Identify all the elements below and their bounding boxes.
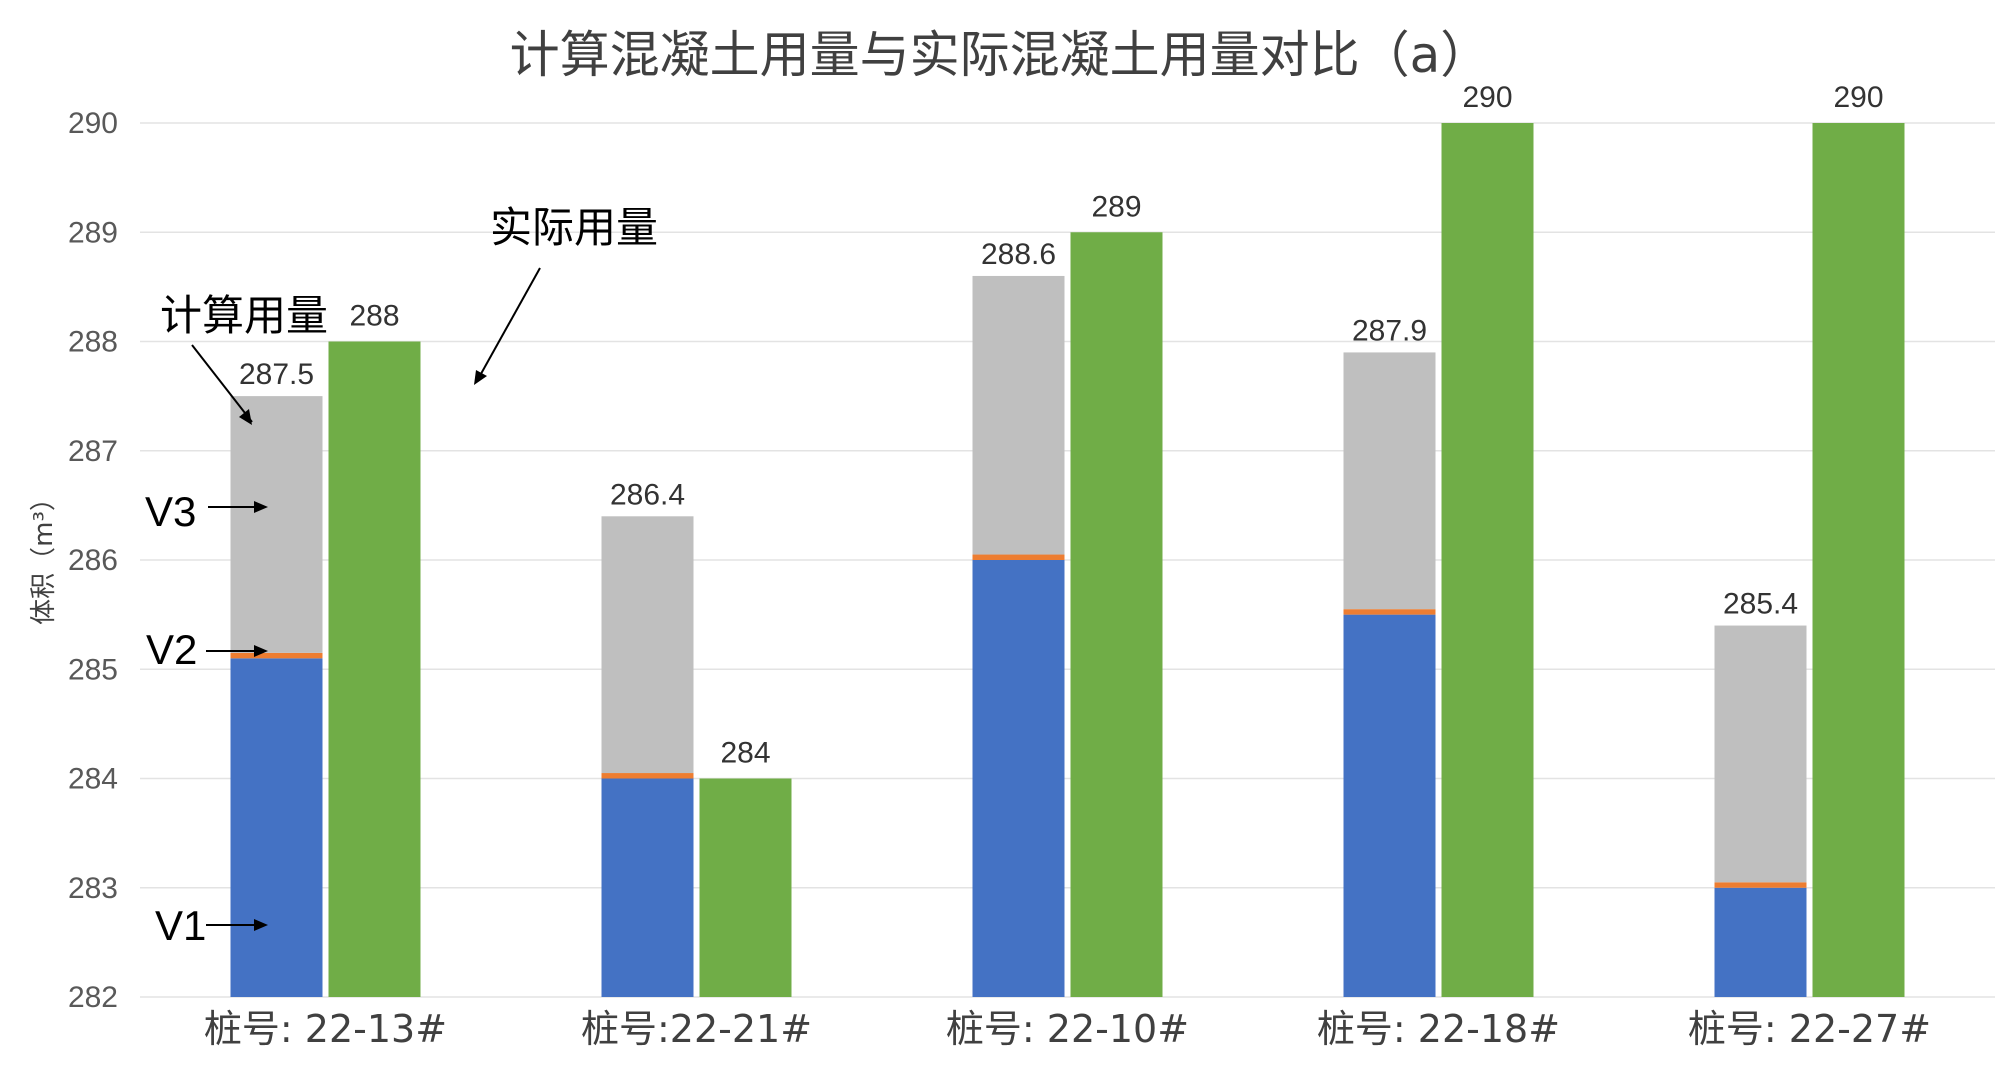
data-label-actual: 289: [1091, 190, 1141, 223]
data-label-computed: 287.5: [239, 358, 314, 391]
bar-segment-v3: [230, 396, 323, 653]
bar-actual: [1812, 123, 1905, 997]
bar-actual: [699, 778, 792, 997]
bar-segment-v3: [1343, 352, 1436, 610]
annotation-actual-arrowhead: [474, 370, 487, 385]
bar-actual: [1070, 232, 1163, 997]
annotation-v1: V1: [155, 902, 206, 949]
y-tick-label: 282: [68, 981, 118, 1014]
x-category-label: 桩号: 22-13#: [204, 1007, 447, 1051]
annotation-v2-arrowhead: [254, 645, 268, 657]
y-tick-label: 283: [68, 872, 118, 905]
annotation-v3-arrowhead: [254, 501, 268, 513]
x-category-label: 桩号: 22-27#: [1688, 1007, 1931, 1051]
data-labels: 287.5 288 286.4 284 288.6 289 287.9 290 285.4 290: [239, 81, 1884, 770]
data-label-actual: 288: [349, 300, 399, 333]
data-label-actual: 284: [720, 737, 770, 770]
annotation-v3: V3: [145, 488, 196, 535]
category-labels: 桩号: 22-13# 桩号:22-21# 桩号: 22-10# 桩号: 22-18# 桩…: [204, 1007, 1931, 1051]
bar-segment-v1: [972, 560, 1065, 997]
annotation-actual: 实际用量: [490, 203, 658, 252]
y-tick-label: 288: [68, 326, 118, 359]
y-tick-label: 287: [68, 435, 118, 468]
bar-segment-v1: [1714, 887, 1807, 997]
gridlines: [140, 122, 1995, 998]
bar-segment-v2: [1343, 609, 1436, 615]
bar-actual: [1441, 123, 1534, 997]
x-category-label: 桩号: 22-10#: [946, 1007, 1189, 1051]
bar-segment-v3: [1714, 625, 1807, 883]
bars: [230, 123, 1905, 997]
bar-segment-v3: [601, 516, 694, 774]
data-label-computed: 285.4: [1723, 588, 1798, 621]
data-label-actual: 290: [1462, 81, 1512, 114]
y-axis-ticks: 282 283 284 285 286 287 288 289 290: [68, 107, 118, 1014]
annotation-computed: 计算用量: [160, 291, 328, 340]
y-tick-label: 284: [68, 763, 118, 796]
annotation-v2: V2: [146, 626, 197, 673]
bar-segment-v1: [601, 778, 694, 997]
y-axis-label: 体积（m³）: [29, 485, 59, 625]
data-label-computed: 286.4: [610, 478, 685, 511]
bar-segment-v2: [1714, 882, 1807, 888]
x-category-label: 桩号: 22-18#: [1317, 1007, 1560, 1051]
bar-segment-v3: [972, 275, 1065, 555]
annotation-computed-arrow: [191, 344, 253, 423]
data-label-actual: 290: [1833, 81, 1883, 114]
y-tick-label: 289: [68, 216, 118, 249]
annotations: 计算用量 实际用量 V3 V2 V1: [145, 203, 658, 949]
annotation-v1-arrowhead: [254, 919, 268, 931]
bar-segment-v2: [230, 652, 323, 659]
chart-title: 计算混凝土用量与实际混凝土用量对比（a）: [510, 26, 1491, 84]
annotation-computed-arrowhead: [239, 409, 252, 425]
bar-segment-v2: [972, 554, 1065, 560]
data-label-computed: 288.6: [981, 238, 1056, 271]
x-category-label: 桩号:22-21#: [581, 1007, 812, 1051]
bar-actual: [328, 341, 421, 997]
bar-segment-v1: [230, 658, 323, 997]
y-tick-label: 286: [68, 544, 118, 577]
bar-segment-v2: [601, 773, 694, 779]
y-tick-label: 290: [68, 107, 118, 140]
data-label-computed: 287.9: [1352, 314, 1427, 347]
y-tick-label: 285: [68, 653, 118, 686]
annotation-actual-arrow: [476, 267, 541, 382]
bar-segment-v1: [1343, 614, 1436, 997]
